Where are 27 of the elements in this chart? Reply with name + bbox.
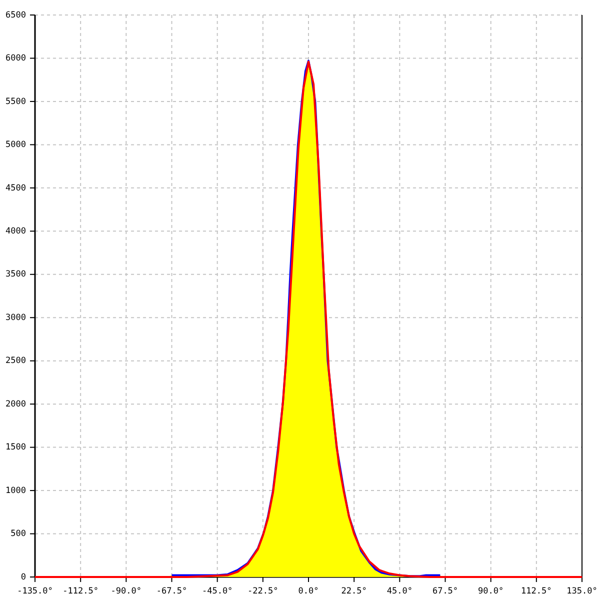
x-tick-label: 90.0°	[478, 586, 504, 596]
x-tick-label: 67.5°	[432, 586, 458, 596]
y-tick-label: 3000	[6, 312, 26, 323]
x-tick-label: 0.0°	[298, 586, 319, 596]
y-tick-label: 5500	[6, 96, 26, 107]
y-tick-label: 2000	[6, 399, 26, 410]
y-tick-label: 0	[20, 572, 26, 582]
y-tick-label: 5000	[6, 140, 26, 150]
y-tick-label: 2500	[6, 356, 26, 366]
y-tick-label: 1000	[6, 486, 26, 496]
y-tick-label: 6000	[6, 54, 26, 64]
y-tick-label: 4500	[6, 183, 26, 194]
x-tick-label: 45.0°	[386, 586, 412, 596]
x-tick-label: -45.0°	[202, 586, 233, 596]
x-tick-label: 135.0°	[566, 586, 598, 596]
x-tick-label: -112.5°	[62, 586, 98, 596]
y-tick-label: 4000	[6, 226, 26, 236]
y-tick-label: 1500	[6, 442, 26, 453]
x-tick-label: -90.0°	[110, 586, 142, 596]
x-tick-label: 112.5°	[521, 586, 552, 596]
x-tick-label: -135.0°	[17, 586, 53, 596]
y-tick-label: 3500	[6, 270, 26, 280]
y-tick-label: 500	[10, 529, 26, 540]
x-tick-label: -22.5°	[248, 586, 278, 596]
x-tick-label: -67.5°	[156, 586, 188, 596]
y-tick-label: 6500	[6, 10, 26, 20]
x-tick-label: 22.5°	[341, 586, 367, 596]
